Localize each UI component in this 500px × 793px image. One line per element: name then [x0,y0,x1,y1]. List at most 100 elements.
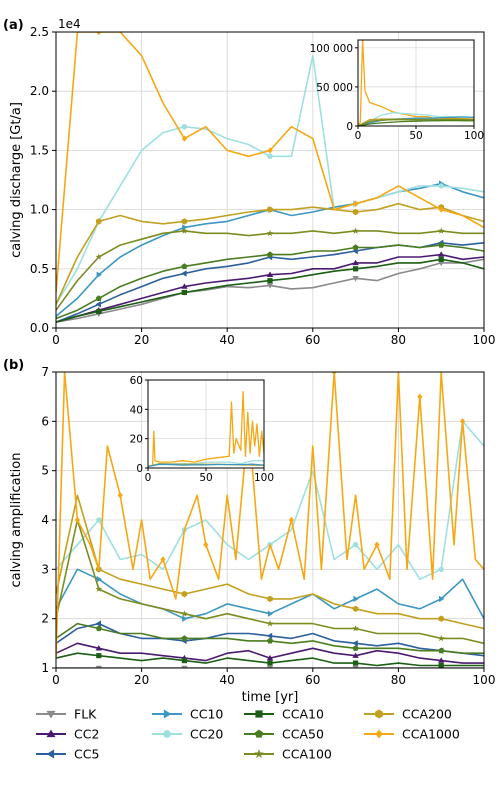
data-point-cc5 [95,301,101,308]
legend-marker [46,710,56,719]
inset-x-tick-label: 50 [199,472,212,484]
series-line-cc10 [56,568,484,620]
legend-marker [46,729,56,738]
data-point-cc2 [266,271,274,277]
data-point-cca10 [96,653,102,659]
x-tick-label: 100 [473,333,496,347]
inset-y-tick-label: 20 [130,434,143,446]
y-tick-label: 0.5 [30,262,49,276]
legend-item-cca200: CCA200 [364,707,452,722]
data-point-cca200 [267,595,273,603]
data-point-cca50 [95,295,102,301]
data-point-cc10 [439,595,445,603]
data-point-cca200 [352,605,359,612]
data-point-cca50 [181,263,188,269]
panel-label: (a) [3,18,24,33]
legend-item-flk: FLK [36,707,97,722]
x-tick-label: 60 [305,333,320,347]
data-point-cca50 [352,645,359,651]
inset-series-line-cc10 [358,116,474,126]
data-point-cc2 [438,657,445,663]
inset-x-tick-label: 0 [355,130,362,142]
data-point-cc20 [438,183,444,189]
data-point-cc2 [438,251,445,257]
series-line-cca100 [56,230,484,311]
plot-frame [55,31,485,329]
x-tick-label: 20 [134,333,149,347]
data-point-cca10 [181,289,187,295]
panel-label: (b) [3,358,24,373]
data-point-cca1000 [203,541,209,548]
data-point-cca1000 [374,541,380,548]
legend-marker [254,749,264,758]
data-point-cc20 [96,517,102,523]
data-point-cca1000 [288,516,294,524]
data-point-cca1000 [117,492,123,499]
data-point-cca10 [438,663,444,668]
inset: 0 50 100 0 20 40 60 [130,375,274,484]
data-point-cca1000 [353,200,359,207]
x-tick-label: 0 [52,333,60,347]
legend-label: CCA1000 [402,727,460,742]
data-point-cca10 [181,658,187,664]
data-point-cca200 [96,218,102,225]
data-point-cca50 [267,251,273,258]
data-point-cca200 [267,206,273,213]
legend-label: FLK [74,707,97,722]
inset-y-tick-label: 100 000 [310,43,353,55]
legend-marker [255,710,263,718]
data-point-flk [181,665,188,668]
legend-item-cc20: CC20 [152,727,223,742]
legend-label: CCA50 [282,727,324,742]
data-point-cc10 [182,615,188,622]
data-point-cca1000 [417,393,423,400]
y-axis-label: calving discharge [Gt/a] [9,102,24,258]
inset-series-line-cca1000 [148,391,264,468]
data-point-cca10 [353,266,359,272]
x-tick-label: 40 [220,333,235,347]
x-tick-label: 20 [134,673,149,687]
legend-marker [375,709,383,719]
data-point-cca10 [267,660,273,666]
data-point-cca50 [95,625,102,632]
y-tick-label: 1 [41,661,49,675]
y-axis-label: calving amplification [9,453,24,588]
legend-label: CC5 [74,747,99,762]
inset-y-tick-label: 0 [346,121,353,133]
data-point-cca50 [438,241,445,248]
inset-series-line-cca100 [358,119,474,126]
data-point-cca1000 [160,556,166,563]
data-point-cca50 [438,647,445,654]
data-point-cca100 [95,585,103,592]
data-point-cca1000 [267,147,273,154]
data-point-cc2 [95,645,102,651]
data-point-cca10 [438,256,444,262]
inset-x-tick-label: 50 [409,130,422,142]
data-point-cc10 [353,595,359,603]
legend-item-cc5: CC5 [36,747,99,762]
inset-x-tick-label: 100 [254,472,274,484]
data-point-cca200 [352,208,359,216]
x-tick-label: 60 [305,673,320,687]
inset-x-tick-label: 100 [464,130,484,142]
legend-label: CC20 [190,727,223,742]
x-tick-label: 40 [220,673,235,687]
data-point-cc10 [182,224,188,231]
data-point-flk [95,665,102,668]
panel-a: 0 20 40 60 80 100 0.0 0.5 1.0 1.5 2.0 2.5 (a) 1e4 calv… [3,17,495,347]
y-tick-label: 4 [41,513,49,527]
inset: 0 50 100 0 50 000 100 000 [310,39,484,142]
data-point-cca100 [352,625,359,632]
data-point-cca10 [267,278,273,284]
y-tick-label: 3 [41,562,49,576]
data-point-flk [438,260,445,267]
data-point-cc20 [438,566,444,573]
y-tick-label: 1.0 [30,203,49,217]
data-point-cca200 [438,615,444,622]
x-tick-label: 0 [52,673,60,687]
y-tick-label: 2 [41,612,49,626]
legend-marker [375,729,383,739]
legend-marker [254,729,264,738]
y-tick-label: 2.0 [30,84,49,98]
